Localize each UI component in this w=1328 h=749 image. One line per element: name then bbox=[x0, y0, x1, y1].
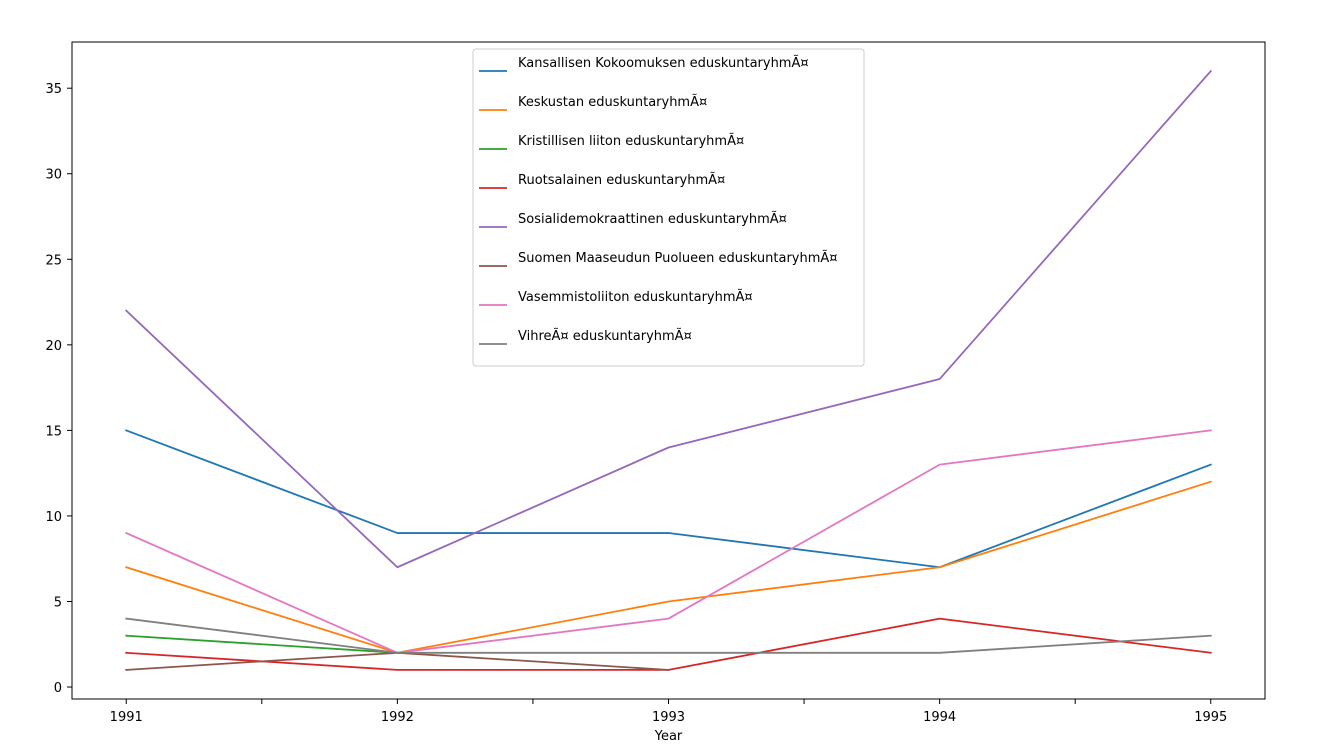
series-line-1 bbox=[125, 480, 1212, 654]
legend-label-7: VihreÃ¤ eduskuntaryhmÃ¤ bbox=[518, 328, 692, 344]
x-tick-label-4: 1993 bbox=[652, 710, 685, 725]
y-tick-label-0: 0 bbox=[54, 681, 62, 696]
x-tick-label-0: 1991 bbox=[110, 710, 143, 725]
series-layer bbox=[124, 69, 1213, 671]
x-tick-label-8: 1995 bbox=[1194, 710, 1227, 725]
y-axis: 0 5 10 15 20 25 30 35 bbox=[45, 82, 72, 696]
y-tick-label-3: 15 bbox=[45, 424, 62, 439]
legend-label-2: Kristillisen liiton eduskuntaryhmÃ¤ bbox=[518, 133, 744, 149]
y-tick-label-7: 35 bbox=[45, 82, 62, 97]
series-line-4 bbox=[124, 69, 1213, 569]
x-axis: 1991 1992 1993 1994 1995 bbox=[110, 699, 1227, 725]
y-tick-label-1: 5 bbox=[54, 595, 62, 610]
legend-box bbox=[472, 48, 865, 367]
series-line-6 bbox=[125, 429, 1212, 654]
x-axis-title: Year bbox=[654, 729, 683, 744]
series-line-7 bbox=[125, 617, 1212, 654]
legend: Kansallisen Kokoomuksen eduskuntaryhmÃ¤ K… bbox=[472, 48, 865, 367]
x-tick-label-2: 1992 bbox=[381, 710, 414, 725]
series-line-0 bbox=[125, 429, 1212, 569]
y-tick-label-4: 20 bbox=[45, 339, 62, 354]
legend-label-3: Ruotsalainen eduskuntaryhmÃ¤ bbox=[518, 172, 725, 188]
series-line-2 bbox=[125, 634, 399, 654]
y-tick-label-2: 10 bbox=[45, 510, 62, 525]
legend-label-1: Keskustan eduskuntaryhmÃ¤ bbox=[518, 94, 707, 110]
y-tick-label-6: 30 bbox=[45, 168, 62, 183]
legend-label-6: Vasemmistoliiton eduskuntaryhmÃ¤ bbox=[518, 289, 753, 305]
legend-label-0: Kansallisen Kokoomuksen eduskuntaryhmÃ¤ bbox=[518, 55, 809, 71]
legend-label-5: Suomen Maaseudun Puolueen eduskuntaryhmÃ… bbox=[518, 250, 838, 266]
y-tick-label-5: 25 bbox=[45, 253, 62, 268]
x-tick-label-6: 1994 bbox=[923, 710, 956, 725]
legend-label-4: Sosialidemokraattinen eduskuntaryhmÃ¤ bbox=[518, 211, 787, 227]
